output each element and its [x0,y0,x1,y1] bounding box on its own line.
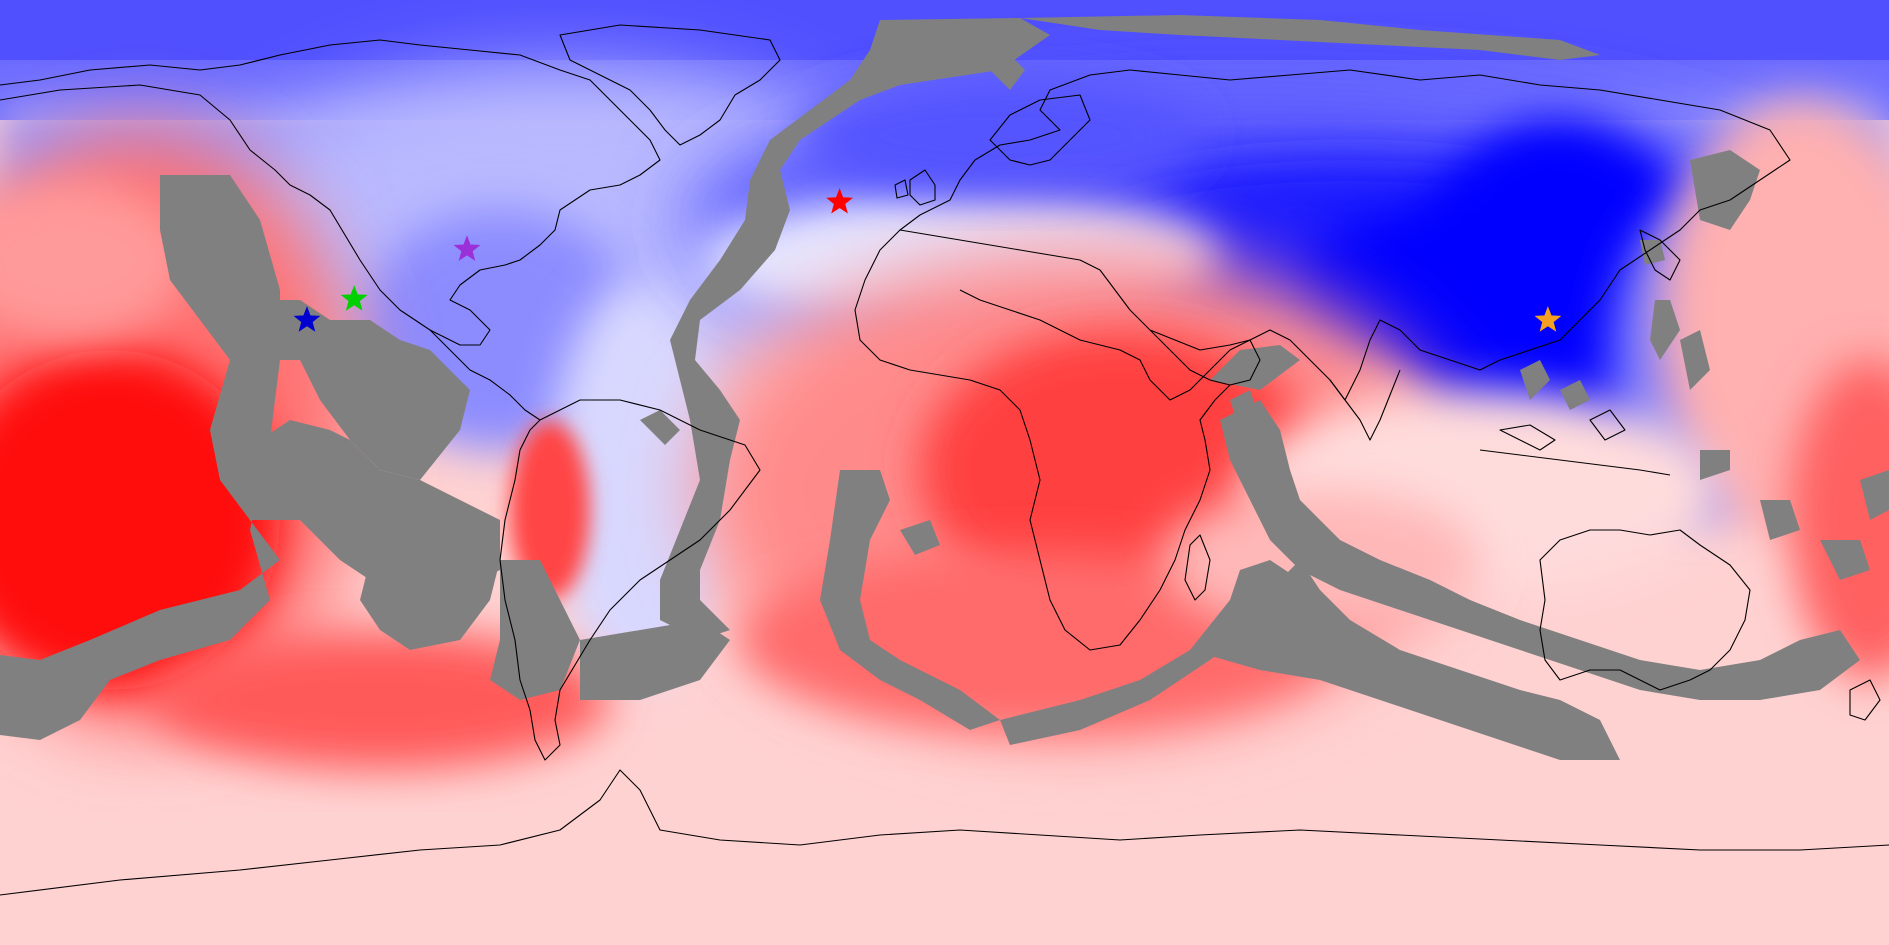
coastline-indonesia [1479,449,1671,476]
coastline-new-zealand [1849,679,1881,721]
coastline-africa [854,229,1231,651]
coastline-britain [909,169,936,206]
blue-star [293,306,321,332]
coastline-antarctica [0,769,1889,896]
coastline-india [1329,369,1401,441]
markers [293,187,1562,332]
coastline-arabia [1149,329,1261,386]
red-star [826,187,853,214]
purple-star [453,235,481,261]
coastline-madagascar [1184,534,1211,601]
green-star [340,285,368,311]
coastline-ireland [894,179,909,199]
masked-regions [0,15,1889,760]
coastline-south-america [499,399,761,761]
coastline-north-america [0,39,661,346]
coastline-eurasia [899,69,1791,401]
coastlines [0,24,1889,896]
coastline-central-america [429,329,541,421]
coastline-australia [1539,529,1751,691]
coastline-scandinavia [989,94,1091,166]
coastline-greenland [559,24,781,146]
orange-star [1534,306,1562,332]
coastline-japan [1639,229,1681,281]
